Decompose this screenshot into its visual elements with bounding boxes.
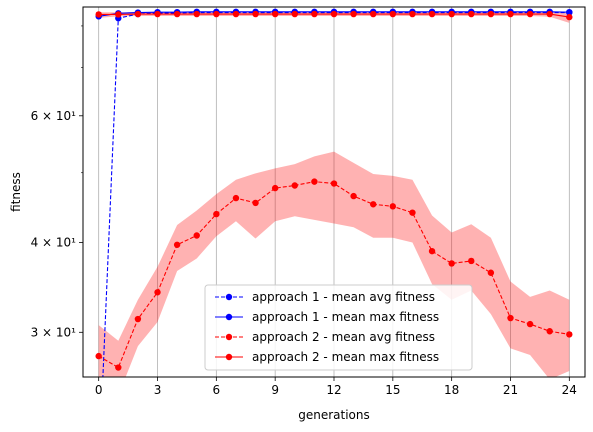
x-tick-label: 0 bbox=[95, 383, 103, 397]
series-4-point bbox=[173, 10, 181, 18]
series-4-point bbox=[134, 10, 142, 18]
series-4-point bbox=[487, 10, 495, 18]
series-3-point bbox=[311, 178, 318, 185]
series-3-point bbox=[330, 180, 338, 187]
x-tick-label: 12 bbox=[326, 383, 341, 397]
series-3-point bbox=[428, 247, 436, 255]
series-4-point bbox=[409, 10, 416, 18]
y-axis-label: fitness bbox=[9, 172, 23, 212]
series-3-point bbox=[95, 352, 102, 360]
series-3-point bbox=[115, 364, 122, 371]
series-3-point bbox=[468, 257, 475, 265]
x-axis-ticks: 0 3 6 9 12 15 18 21 24 bbox=[95, 377, 577, 397]
series-4-point bbox=[546, 10, 553, 18]
series-3-point bbox=[409, 209, 416, 216]
series-4-point bbox=[507, 10, 514, 18]
legend-label-2: approach 1 - mean max fitness bbox=[252, 310, 439, 324]
series-3-point bbox=[389, 203, 397, 210]
y-tick-label: 3 × 10¹ bbox=[31, 325, 77, 339]
series-markers bbox=[95, 8, 573, 371]
series-4-point bbox=[193, 10, 200, 18]
series-4-point bbox=[115, 11, 122, 18]
series-3-point bbox=[193, 232, 200, 239]
series-3-point bbox=[291, 182, 298, 189]
series-4-point bbox=[468, 10, 475, 18]
series-4-point bbox=[526, 10, 534, 18]
series-3-point bbox=[566, 331, 573, 338]
series-3-point bbox=[370, 201, 377, 208]
series-4-point bbox=[428, 10, 436, 18]
series-4-point bbox=[330, 10, 338, 18]
y-axis-ticks: 3 × 10¹ 4 × 10¹ 6 × 10¹ bbox=[31, 25, 83, 339]
x-tick-label: 9 bbox=[271, 383, 279, 397]
series-3-point bbox=[546, 328, 553, 335]
x-tick-label: 15 bbox=[385, 383, 400, 397]
series-3-point bbox=[526, 320, 534, 328]
series-4-point bbox=[291, 10, 298, 18]
legend-box bbox=[204, 284, 473, 371]
y-tick-label: 6 × 10¹ bbox=[31, 109, 77, 123]
series-2-point bbox=[566, 8, 573, 16]
series-4-point bbox=[311, 10, 318, 18]
series-3-point bbox=[487, 269, 495, 276]
legend-marker-2 bbox=[225, 313, 233, 321]
series-3-point bbox=[448, 260, 455, 267]
x-tick-label: 24 bbox=[562, 383, 577, 397]
series-4-point bbox=[370, 10, 377, 18]
legend: approach 1 - mean avg fitness approach 1 … bbox=[204, 284, 473, 371]
legend-label-1: approach 1 - mean avg fitness bbox=[252, 290, 435, 304]
series-3-band bbox=[98, 151, 570, 377]
y-tick-label: 4 × 10¹ bbox=[31, 235, 77, 249]
x-tick-label: 18 bbox=[444, 383, 459, 397]
legend-label-3: approach 2 - mean avg fitness bbox=[252, 330, 435, 344]
series-4-point bbox=[271, 10, 279, 18]
x-tick-label: 3 bbox=[154, 383, 162, 397]
series-3-point bbox=[134, 315, 142, 323]
x-tick-label: 6 bbox=[213, 383, 221, 397]
legend-marker-4 bbox=[225, 353, 233, 361]
series-3-point bbox=[154, 289, 161, 296]
series-4-point bbox=[232, 10, 240, 18]
series-4-point bbox=[350, 10, 357, 18]
legend-marker-3 bbox=[225, 333, 233, 341]
series-4-point bbox=[252, 10, 259, 18]
series-3-point bbox=[507, 314, 514, 322]
series-3-point bbox=[173, 241, 181, 248]
series-3-point bbox=[252, 199, 259, 207]
series-3-point bbox=[213, 210, 220, 218]
series-4-point bbox=[566, 13, 573, 21]
x-tick-label: 21 bbox=[503, 383, 518, 397]
x-axis-label: generations bbox=[298, 408, 370, 422]
series-3-point bbox=[350, 192, 357, 200]
series-3-point bbox=[232, 194, 240, 202]
series-4-point bbox=[154, 10, 161, 18]
series-4-point bbox=[448, 10, 455, 18]
legend-marker-1 bbox=[225, 293, 233, 301]
series-4-point bbox=[213, 10, 220, 18]
series-4-point bbox=[389, 10, 397, 18]
legend-label-4: approach 2 - mean max fitness bbox=[252, 350, 439, 364]
series-4-point bbox=[95, 11, 102, 18]
series-3-point bbox=[271, 184, 279, 192]
